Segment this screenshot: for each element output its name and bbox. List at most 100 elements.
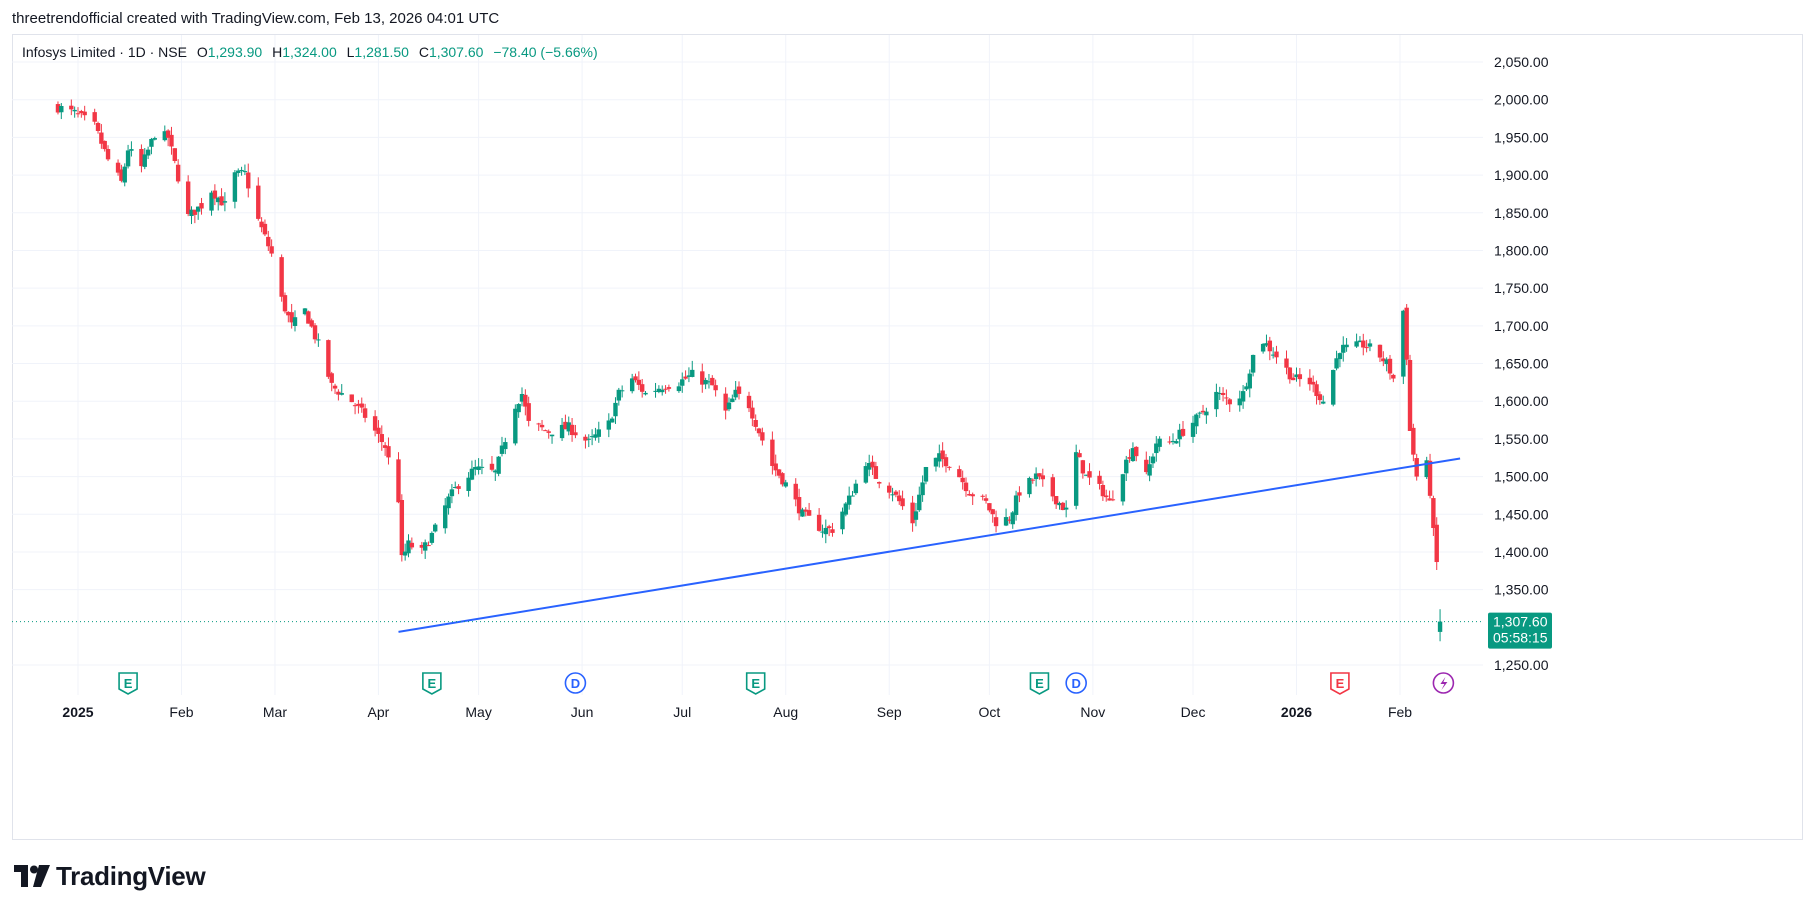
tradingview-brand[interactable]: TradingView xyxy=(14,860,206,892)
candle-body xyxy=(870,461,875,468)
candle-body xyxy=(589,436,595,438)
candle-body xyxy=(663,388,668,390)
candle-body xyxy=(793,483,798,500)
candle-body xyxy=(266,236,271,247)
legend-open-label: O xyxy=(196,44,208,60)
time-tick-label: Jul xyxy=(673,704,691,720)
candle-body xyxy=(1100,484,1106,497)
legend-open-value: 1,293.90 xyxy=(207,44,263,60)
candle-body xyxy=(733,389,738,398)
candle-body xyxy=(469,468,475,480)
candle-body xyxy=(1297,374,1303,380)
candle-body xyxy=(1270,354,1276,356)
candle-body xyxy=(1224,397,1229,399)
candle-body xyxy=(773,463,778,471)
candle-body xyxy=(1377,344,1383,358)
time-tick-label: 2026 xyxy=(1281,704,1312,720)
candle-body xyxy=(940,450,945,460)
candle-body xyxy=(1357,340,1363,343)
candle-body xyxy=(920,482,925,496)
brand-name: TradingView xyxy=(56,860,206,891)
price-axis: 2,050.00 2,000.00 1,950.00 1,900.00 1,850.00… xyxy=(1494,54,1549,673)
candle-body xyxy=(519,393,525,402)
candle-body xyxy=(1177,429,1182,440)
candle-body xyxy=(489,463,495,470)
candle-body xyxy=(169,134,174,147)
candle-body xyxy=(760,432,765,441)
candle-body xyxy=(1434,524,1439,563)
price-tick-label: 1,500.00 xyxy=(1494,469,1549,485)
candle-body xyxy=(55,104,61,113)
candle-body xyxy=(746,395,752,409)
candle-body xyxy=(633,376,638,381)
chart-pane[interactable] xyxy=(12,34,1803,840)
candle-body xyxy=(1003,517,1009,526)
candle-body xyxy=(843,503,849,515)
candle-body xyxy=(376,427,381,434)
candle-body xyxy=(1260,343,1266,352)
candle-body xyxy=(493,470,498,473)
candle-body xyxy=(840,511,845,530)
candle-body xyxy=(1007,519,1012,521)
candle-body xyxy=(1290,377,1296,381)
candle-body xyxy=(75,113,81,115)
candle-body xyxy=(152,138,157,140)
candle-body xyxy=(963,482,969,492)
candle-body xyxy=(1154,443,1159,454)
candle-body xyxy=(443,505,448,529)
candle-body xyxy=(189,209,194,216)
candle-body xyxy=(396,459,401,503)
candle-body xyxy=(1344,344,1349,348)
candle-body xyxy=(199,203,204,209)
last-price-label: 1,307.60 xyxy=(1493,614,1548,630)
candle-body xyxy=(82,111,87,116)
candle-body xyxy=(1411,427,1416,455)
lightning-icon xyxy=(1440,677,1448,690)
symbol-legend: Infosys Limited · 1D · NSE O1,293.90 H1,… xyxy=(22,44,598,60)
candle-body xyxy=(559,424,565,439)
candle-body xyxy=(706,381,712,383)
candle-body xyxy=(236,170,241,174)
candle-body xyxy=(636,379,642,385)
candle-body xyxy=(1284,358,1289,368)
candle-body xyxy=(115,162,121,173)
candle-body xyxy=(1314,384,1319,397)
price-tick-label: 1,800.00 xyxy=(1494,242,1549,258)
candle-body xyxy=(1097,475,1102,484)
candle-body xyxy=(853,483,859,494)
candle-body xyxy=(1437,621,1443,632)
candle-body xyxy=(596,429,601,437)
candle-body xyxy=(877,482,882,484)
candle-body xyxy=(105,149,111,160)
candle-body xyxy=(466,477,471,491)
candle-body xyxy=(329,373,334,383)
time-tick-label: Apr xyxy=(368,704,390,720)
earnings-letter: E xyxy=(428,676,437,691)
candle-body xyxy=(1274,351,1279,358)
candle-body xyxy=(947,466,952,468)
candle-body xyxy=(850,495,855,497)
candle-body xyxy=(1080,460,1086,474)
price-tick-label: 1,850.00 xyxy=(1494,205,1549,221)
candle-body xyxy=(680,379,685,386)
candle-body xyxy=(1150,456,1156,464)
candle-body xyxy=(72,109,77,112)
candle-body xyxy=(546,431,551,433)
candle-body xyxy=(1244,386,1249,390)
candle-body xyxy=(212,190,218,199)
time-tick-label: Feb xyxy=(1388,704,1412,720)
candle-body xyxy=(1013,495,1019,515)
price-tick-label: 1,450.00 xyxy=(1494,506,1549,522)
candle-body xyxy=(1331,369,1336,405)
candle-body xyxy=(302,308,308,315)
candle-body xyxy=(1110,499,1116,501)
candle-body xyxy=(316,339,321,341)
candle-body xyxy=(336,391,341,395)
candle-body xyxy=(583,436,588,441)
candle-body xyxy=(129,149,134,151)
candle-body xyxy=(1321,401,1326,404)
candle-body xyxy=(1414,458,1419,477)
legend-low-label: L xyxy=(346,44,355,60)
candle-body xyxy=(309,320,314,327)
